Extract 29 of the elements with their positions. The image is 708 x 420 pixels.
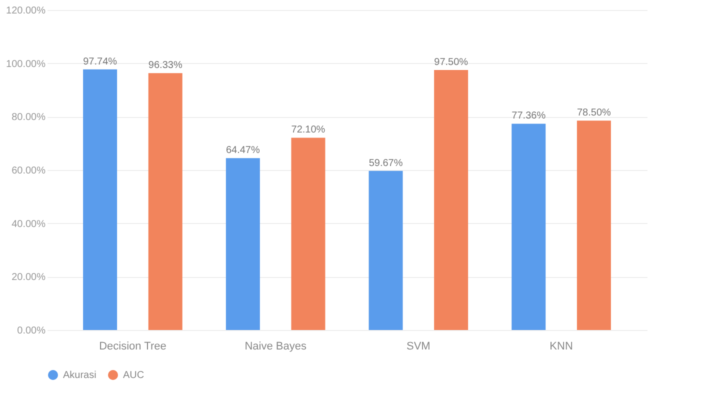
bar (148, 73, 182, 330)
bar (368, 170, 403, 330)
x-tick-label: Naive Bayes (244, 340, 307, 352)
legend-label: Akurasi (63, 370, 96, 381)
y-tick-label: 40.00% (12, 218, 46, 230)
x-tick-label: Decision Tree (99, 340, 166, 352)
y-tick-label: 100.00% (6, 58, 46, 70)
y-tick-label: 80.00% (12, 112, 46, 124)
bar (291, 138, 326, 330)
bar (512, 124, 546, 330)
text: 78.50% (576, 108, 611, 119)
bar (83, 69, 118, 330)
text: 64.47% (226, 145, 260, 156)
bar (226, 158, 260, 330)
y-tick-label: 60.00% (12, 166, 46, 176)
text: 97.50% (434, 57, 468, 68)
legend-label: AUC (123, 370, 144, 381)
y-tick-label: 20.00% (12, 272, 46, 284)
text: 59.67% (368, 158, 403, 169)
bar (576, 120, 611, 330)
x-tick-label: SVM (406, 340, 430, 352)
text: 72.10% (291, 124, 326, 136)
y-tick-label: 120.00% (6, 6, 46, 16)
y-tick-label: 0.00% (17, 326, 46, 336)
text: 96.33% (148, 60, 182, 72)
text: 97.74% (83, 56, 118, 68)
text: 77.36% (512, 110, 546, 122)
bar (434, 70, 468, 330)
x-tick-label: KNN (550, 340, 573, 352)
